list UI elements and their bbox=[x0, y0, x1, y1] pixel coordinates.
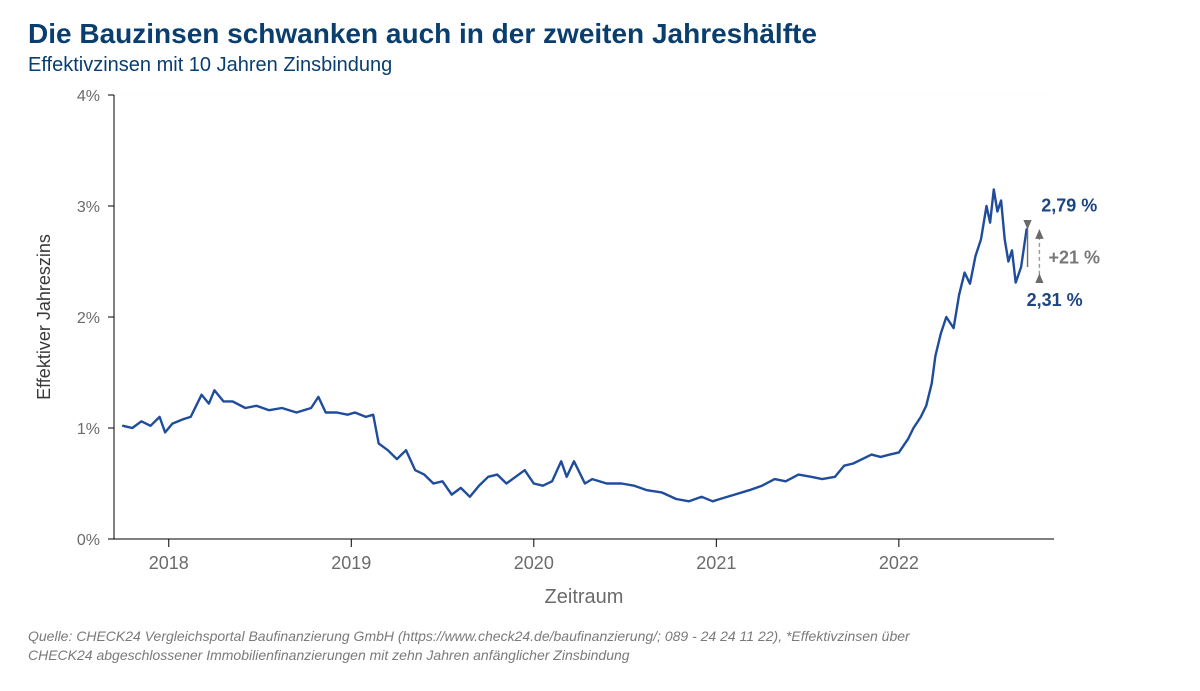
svg-text:Effektiver Jahreszins: Effektiver Jahreszins bbox=[34, 234, 54, 400]
svg-text:Zeitraum: Zeitraum bbox=[545, 586, 624, 608]
svg-text:4%: 4% bbox=[77, 88, 100, 105]
svg-text:2,31 %: 2,31 % bbox=[1027, 290, 1083, 310]
svg-text:+21 %: +21 % bbox=[1049, 248, 1101, 268]
svg-text:2%: 2% bbox=[77, 310, 100, 327]
svg-text:2,79 %: 2,79 % bbox=[1041, 196, 1097, 216]
source-note: Quelle: CHECK24 Vergleichsportal Baufina… bbox=[28, 627, 1172, 665]
source-line-1: Quelle: CHECK24 Vergleichsportal Baufina… bbox=[28, 628, 910, 644]
svg-text:2018: 2018 bbox=[149, 553, 189, 573]
svg-text:0%: 0% bbox=[77, 532, 100, 549]
line-chart-svg: 0% 1% 2% 3% 4% 2018 2019 2020 2021 2022 Zeitraum Ef… bbox=[28, 83, 1172, 623]
svg-text:2020: 2020 bbox=[514, 553, 554, 573]
source-line-2: CHECK24 abgeschlossener Immobilienfinanz… bbox=[28, 647, 630, 663]
svg-text:2022: 2022 bbox=[879, 553, 919, 573]
chart-title: Die Bauzinsen schwanken auch in der zwei… bbox=[28, 18, 1172, 50]
svg-text:2021: 2021 bbox=[696, 553, 736, 573]
svg-text:3%: 3% bbox=[77, 199, 100, 216]
svg-text:1%: 1% bbox=[77, 421, 100, 438]
chart-subtitle: Effektivzinsen mit 10 Jahren Zinsbindung bbox=[28, 54, 1172, 77]
chart-area: 0% 1% 2% 3% 4% 2018 2019 2020 2021 2022 Zeitraum Ef… bbox=[28, 83, 1172, 623]
svg-text:2019: 2019 bbox=[331, 553, 371, 573]
